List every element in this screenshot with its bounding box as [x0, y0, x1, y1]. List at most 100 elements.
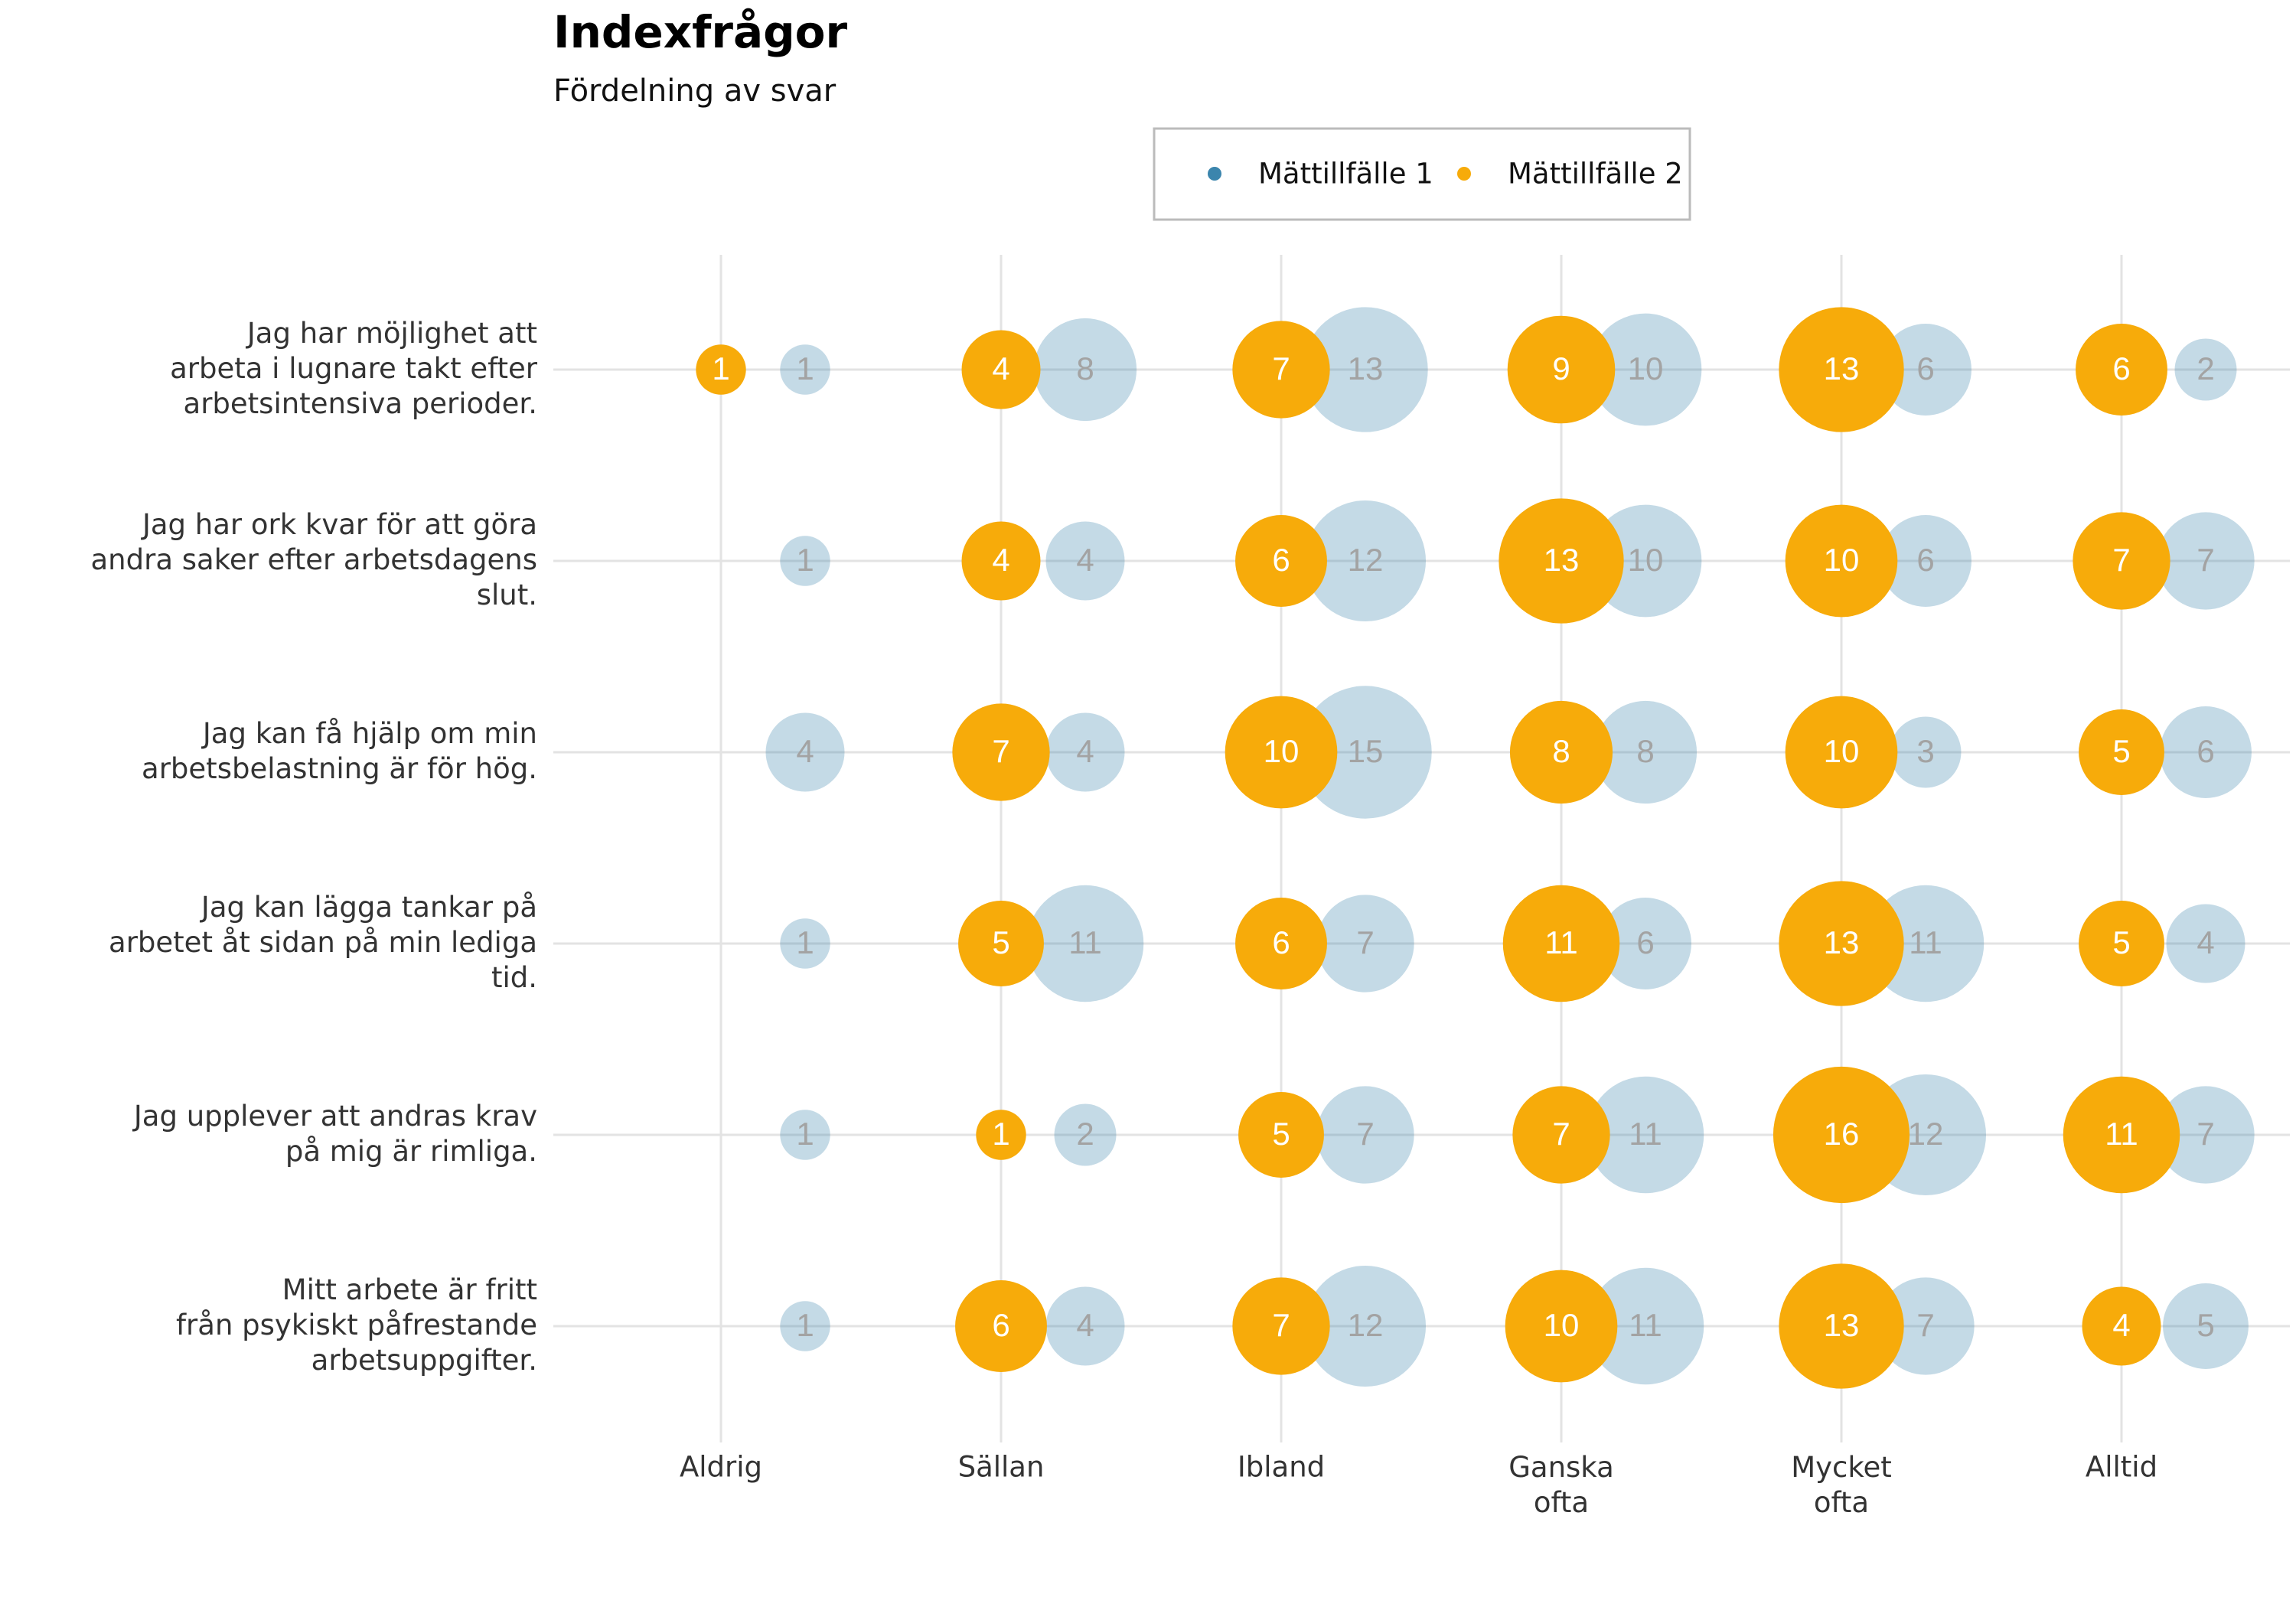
bubble-label: 12 — [1908, 1116, 1944, 1152]
bubble — [1880, 515, 1971, 607]
bubble — [976, 1110, 1026, 1160]
bubble-label: 4 — [2197, 924, 2214, 960]
bubble-label: 12 — [1348, 1307, 1384, 1343]
bubble-label: 1 — [796, 350, 814, 386]
bubble-label: 6 — [1916, 350, 1934, 386]
bubble — [1238, 1092, 1324, 1178]
x-tick-label: Sällan — [958, 1451, 1045, 1484]
bubble-label: 7 — [1356, 1116, 1374, 1152]
chart-subtitle: Fördelning av svar — [553, 73, 837, 109]
bubble — [1232, 321, 1330, 419]
bubble-label: 5 — [1272, 1116, 1290, 1152]
bubble — [1779, 1263, 1904, 1389]
bubble — [780, 918, 830, 969]
bubble-label: 4 — [796, 733, 814, 769]
bubble — [1785, 696, 1898, 809]
bubble-label: 11 — [1629, 1307, 1662, 1343]
bubble-label: 6 — [2197, 733, 2214, 769]
bubble — [1045, 521, 1125, 601]
bubble-label: 6 — [2112, 350, 2130, 386]
bubble — [1235, 898, 1327, 989]
bubble-label: 11 — [1068, 924, 1102, 960]
bubble-label: 10 — [1824, 733, 1860, 769]
bubble — [1509, 700, 1613, 804]
y-tick-label: Jag har möjlighet att arbeta i lugnare ta… — [170, 317, 538, 420]
bubble-label: 8 — [1076, 350, 1094, 386]
bubble — [2166, 904, 2245, 983]
bubble-label: 10 — [1264, 733, 1300, 769]
bubble — [1502, 885, 1620, 1002]
bubble — [1589, 504, 1702, 618]
bubble-label: 13 — [1824, 350, 1860, 386]
bubble-label: 1 — [796, 924, 814, 960]
bubble — [1499, 498, 1624, 624]
y-tick-label: Jag kan få hjälp om min arbetsbelastning … — [142, 717, 537, 785]
bubble-label: 4 — [1076, 733, 1094, 769]
y-tick-label: Jag upplever att andras krav på mig är ri… — [132, 1100, 537, 1168]
bubble-label: 7 — [1552, 1116, 1570, 1152]
bubble-label: 1 — [796, 542, 814, 578]
bubble-label: 7 — [992, 733, 1009, 769]
grid: Aldrig Sällan Ibland Ganska ofta Mycket ofta Al… — [91, 255, 2290, 1519]
bubble — [765, 712, 845, 792]
bubble-label: 7 — [1916, 1307, 1934, 1343]
bubble — [1304, 500, 1427, 622]
bubble — [2079, 901, 2164, 986]
bubble — [1235, 515, 1327, 607]
bubble — [696, 344, 746, 395]
bubble-label: 6 — [1916, 542, 1934, 578]
bubble — [1600, 898, 1691, 989]
bubble-label: 4 — [2112, 1307, 2130, 1343]
bubble — [955, 1280, 1047, 1372]
bubble — [1785, 504, 1898, 618]
bubble-label: 13 — [1348, 350, 1384, 386]
bubble — [961, 330, 1041, 409]
bubble-label: 5 — [2112, 733, 2130, 769]
legend-label: Mättillfälle 1 — [1258, 158, 1433, 191]
bubble-label: 1 — [796, 1307, 814, 1343]
bubble — [1773, 1066, 1910, 1204]
bubble-label: 4 — [992, 350, 1009, 386]
bubble — [780, 344, 830, 395]
bubble — [1054, 1103, 1117, 1166]
bubble — [1507, 315, 1616, 424]
y-tick-label: Mitt arbete är fritt från psykiskt påfres… — [176, 1273, 537, 1377]
bubble-label: 1 — [712, 350, 729, 386]
bubble — [952, 703, 1050, 801]
legend-box — [1153, 127, 1691, 221]
bubble-label: 1 — [992, 1116, 1009, 1152]
bubble — [1316, 1086, 1414, 1184]
bubble — [1890, 716, 1962, 788]
bubble-label: 11 — [1629, 1116, 1662, 1152]
bubble — [1033, 318, 1137, 422]
bubble — [780, 1301, 830, 1351]
bubble-label: 4 — [992, 542, 1009, 578]
legend-label: Mättillfälle 2 — [1508, 158, 1683, 191]
bubble-label: 5 — [2112, 924, 2130, 960]
bubble-label: 7 — [2197, 1116, 2214, 1152]
x-tick-label: Mycket ofta — [1791, 1451, 1892, 1519]
bubble — [1505, 1270, 1618, 1383]
bubble — [2079, 709, 2164, 795]
bubble — [780, 536, 830, 586]
bubble-label: 6 — [1636, 924, 1654, 960]
bubble-label: 4 — [1076, 542, 1094, 578]
bubble-label: 7 — [2197, 542, 2214, 578]
bubble-label: 8 — [1636, 733, 1654, 769]
bubble-label: 6 — [992, 1307, 1009, 1343]
bubble — [2157, 512, 2255, 610]
bubble — [1304, 1265, 1427, 1387]
marks: 1 8 13 10 6 21 4 12 10 6 74 4 15 8 3 61 11 7 6 11 41 2 7 11 12 71… — [696, 307, 2255, 1389]
bubble-label: 10 — [1628, 542, 1664, 578]
legend-swatch — [1457, 167, 1471, 181]
bubble — [1026, 885, 1144, 1002]
bubble-label: 7 — [1272, 1307, 1290, 1343]
bubble — [1779, 307, 1904, 432]
bubble — [2174, 338, 2237, 401]
bubble-label: 10 — [1544, 1307, 1580, 1343]
bubble — [1593, 700, 1698, 804]
bubble-label: 10 — [1824, 542, 1860, 578]
bubble-label: 11 — [1544, 924, 1578, 960]
bubble-label: 6 — [1272, 924, 1290, 960]
